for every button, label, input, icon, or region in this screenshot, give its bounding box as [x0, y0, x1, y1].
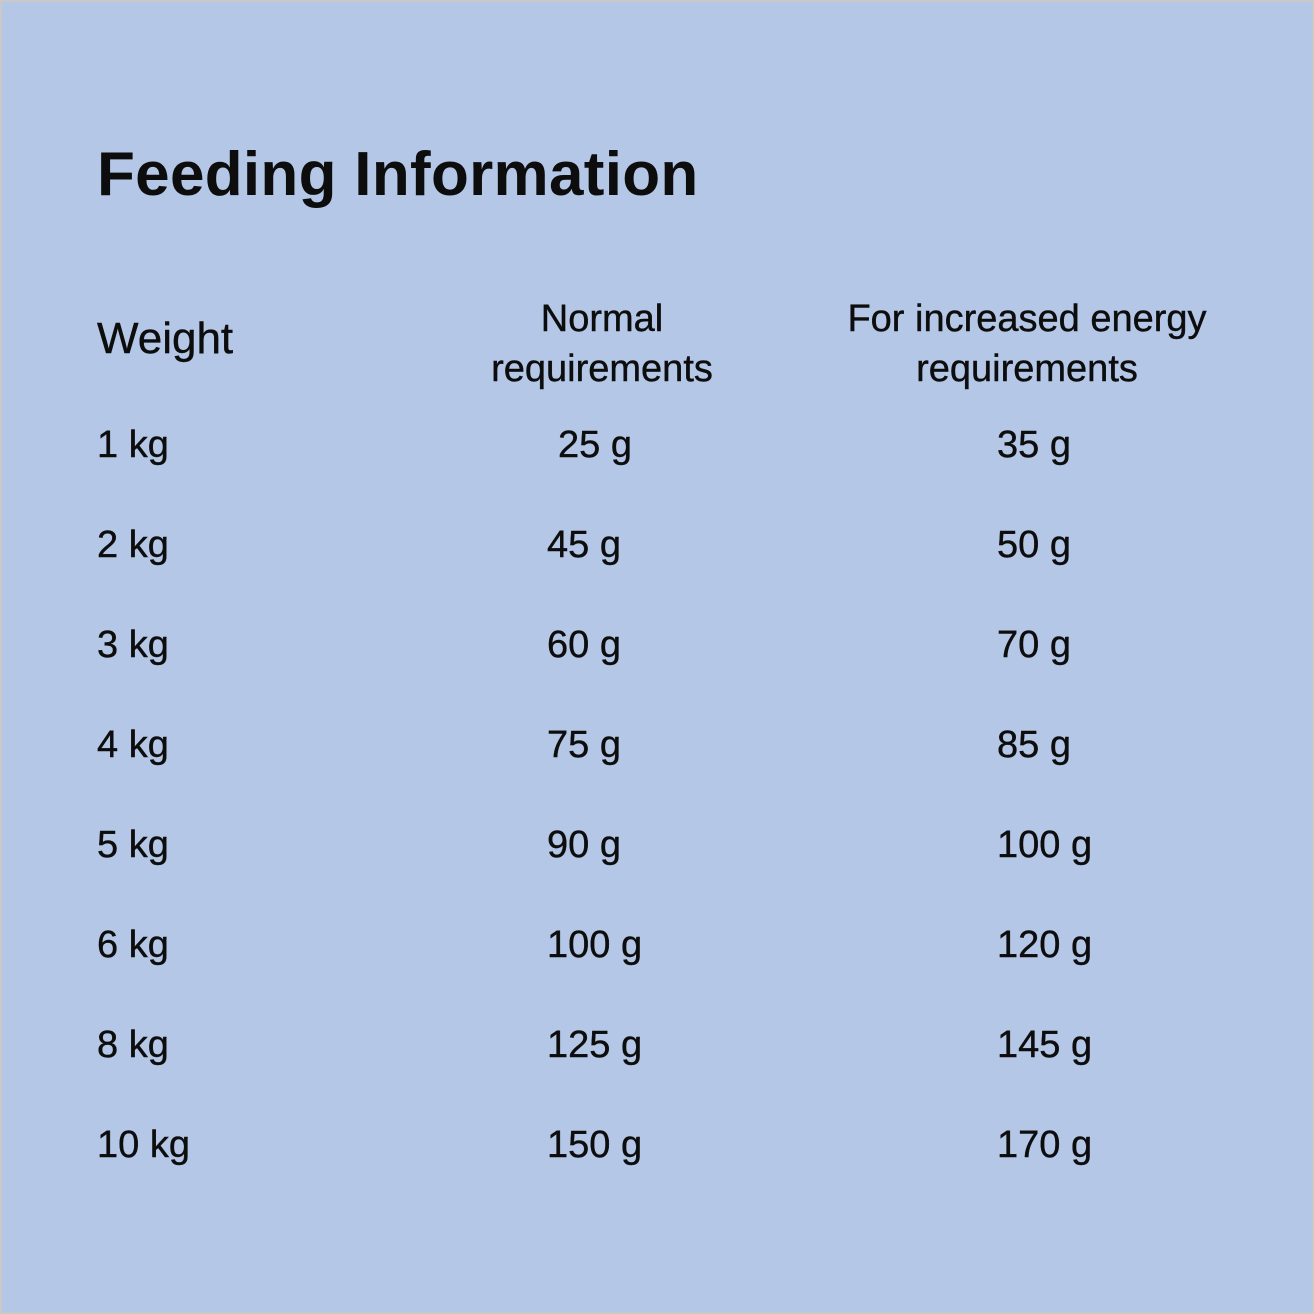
increased-amount-cell: 120 g: [997, 924, 1093, 966]
table-row: 8 kg 125 g 145 g: [2, 1020, 1312, 1070]
table-row: 3 kg 60 g 70 g: [2, 620, 1312, 670]
normal-amount-cell: 45 g: [547, 524, 621, 566]
table-row: 2 kg 45 g 50 g: [2, 520, 1312, 570]
weight-cell: 6 kg: [97, 924, 169, 966]
normal-amount-cell: 60 g: [547, 624, 621, 666]
column-header-normal-line2: requirements: [491, 348, 713, 390]
column-header-increased-line1: For increased energy: [847, 298, 1207, 340]
column-header-increased: For increased energy requirements: [802, 294, 1252, 394]
weight-cell: 1 kg: [97, 424, 169, 466]
weight-cell: 5 kg: [97, 824, 169, 866]
weight-cell: 2 kg: [97, 524, 169, 566]
table-row: 1 kg 25 g 35 g: [2, 420, 1312, 470]
weight-cell: 3 kg: [97, 624, 169, 666]
table-row: 5 kg 90 g 100 g: [2, 820, 1312, 870]
column-header-increased-line2: requirements: [916, 348, 1138, 390]
normal-amount-cell: 90 g: [547, 824, 621, 866]
table-row: 10 kg 150 g 170 g: [2, 1120, 1312, 1170]
normal-amount-cell: 150 g: [547, 1124, 643, 1166]
weight-cell: 8 kg: [97, 1024, 169, 1066]
increased-amount-cell: 70 g: [997, 624, 1071, 666]
page-title: Feeding Information: [97, 140, 699, 209]
normal-amount-cell: 25 g: [558, 424, 632, 466]
increased-amount-cell: 50 g: [997, 524, 1071, 566]
column-header-normal-line1: Normal: [540, 298, 664, 340]
increased-amount-cell: 35 g: [997, 424, 1071, 466]
column-header-normal: Normal requirements: [452, 294, 752, 394]
column-header-weight: Weight: [97, 314, 234, 363]
table-row: 6 kg 100 g 120 g: [2, 920, 1312, 970]
normal-amount-cell: 75 g: [547, 724, 621, 766]
increased-amount-cell: 85 g: [997, 724, 1071, 766]
table-row: 4 kg 75 g 85 g: [2, 720, 1312, 770]
normal-amount-cell: 100 g: [547, 924, 643, 966]
weight-cell: 10 kg: [97, 1124, 190, 1166]
weight-cell: 4 kg: [97, 724, 169, 766]
increased-amount-cell: 170 g: [997, 1124, 1093, 1166]
increased-amount-cell: 145 g: [997, 1024, 1093, 1066]
increased-amount-cell: 100 g: [997, 824, 1093, 866]
normal-amount-cell: 125 g: [547, 1024, 643, 1066]
